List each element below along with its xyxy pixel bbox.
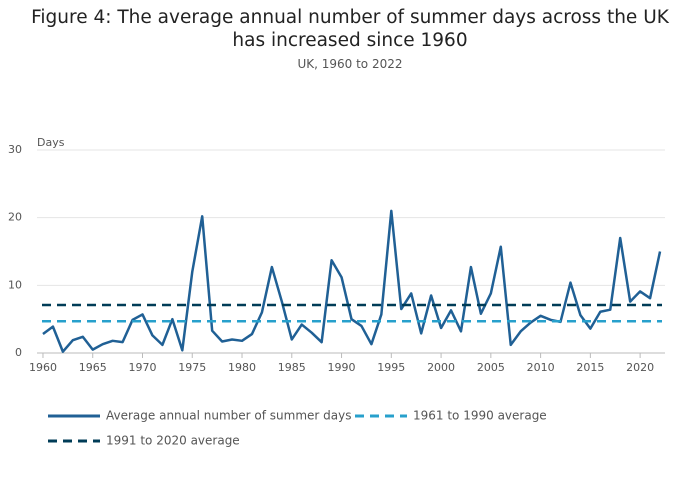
y-tick-label: 30	[8, 143, 22, 156]
chart-subtitle: UK, 1960 to 2022	[297, 57, 403, 71]
x-tick-label: 1995	[377, 361, 405, 374]
y-axis-label: Days	[37, 136, 65, 149]
x-tick-label: 1975	[178, 361, 206, 374]
y-tick-label: 0	[15, 346, 22, 359]
x-tick-label: 1990	[328, 361, 356, 374]
x-tick-label: 1965	[79, 361, 107, 374]
legend-label: Average annual number of summer days	[106, 409, 351, 423]
y-tick-label: 10	[8, 278, 22, 291]
legend-label: 1991 to 2020 average	[106, 434, 240, 448]
y-tick-label: 20	[8, 211, 22, 224]
x-tick-label: 1985	[278, 361, 306, 374]
x-tick-label: 1960	[29, 361, 57, 374]
x-tick-label: 2020	[626, 361, 654, 374]
x-tick-label: 2005	[477, 361, 505, 374]
x-tick-label: 2000	[427, 361, 455, 374]
x-tick-label: 2010	[527, 361, 555, 374]
legend-label: 1961 to 1990 average	[413, 409, 547, 423]
x-tick-label: 1970	[128, 361, 156, 374]
x-tick-label: 2015	[576, 361, 604, 374]
x-tick-label: 1980	[228, 361, 256, 374]
chart-title: Figure 4: The average annual number of s…	[31, 7, 669, 51]
data-line	[42, 209, 662, 353]
